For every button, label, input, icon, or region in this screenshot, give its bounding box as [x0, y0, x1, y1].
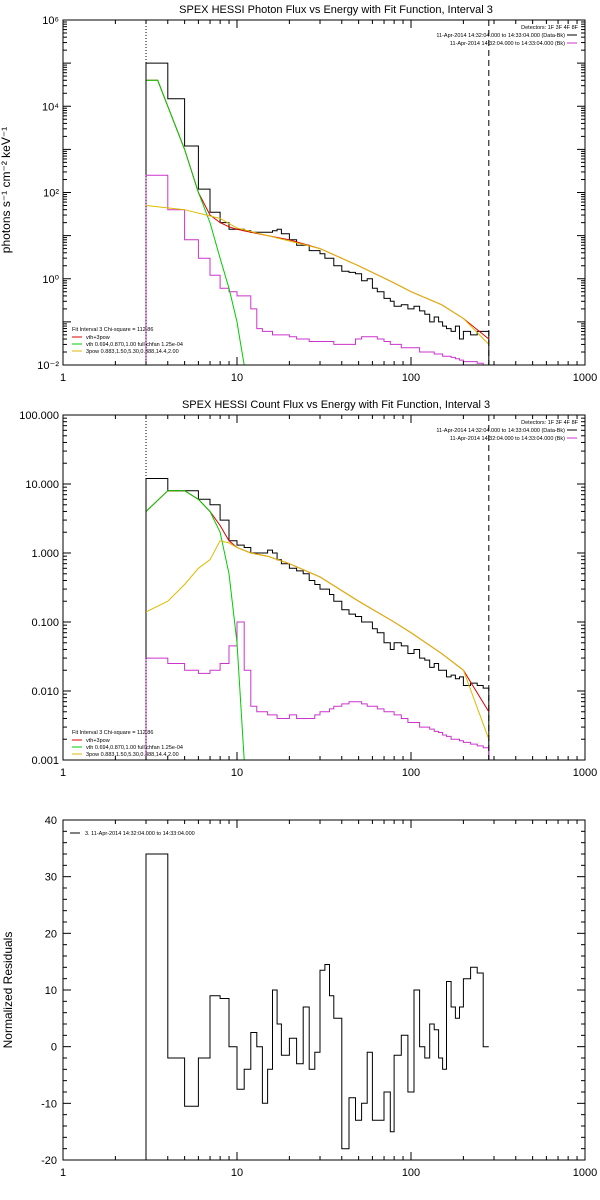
photon-y-tick-label: 10⁴ — [42, 101, 59, 113]
count-x-tick-label: 1000 — [573, 767, 597, 779]
count-legend-bk: 11-Apr-2014 14:32:04.000 to 14:33:04.000… — [450, 436, 565, 442]
count-x-tick-label: 1 — [60, 767, 66, 779]
residuals-y-axis-label: Normalized Residuals — [1, 932, 15, 1049]
count-legend-top: Detectors: 1F 3F 4F 8F 11-Apr-2014 14:32… — [436, 420, 578, 442]
residuals-y-tick-label: 10 — [45, 985, 57, 997]
residuals-series-3-11-apr-2014-14-32-04-000-to-14-33-04-000 — [145, 853, 489, 1160]
photon-series-3pow — [145, 205, 490, 345]
residuals-x-tick-label: 1 — [60, 1167, 66, 1179]
count-legend-vth3pow: vth+3pow — [86, 738, 110, 744]
count-series-vth — [145, 490, 245, 760]
photon-y-tick-label: 10⁶ — [42, 15, 59, 27]
photon-y-tick-label: 10² — [43, 188, 59, 200]
count-series-vth-3pow — [145, 490, 490, 713]
count-legend-fit-interval: Fit Interval 3 Chi-square = 112.86 — [72, 730, 153, 736]
photon-x-tick-label: 10 — [231, 372, 243, 384]
photon-plot-frame — [62, 19, 586, 366]
count-flux-panel: SPEX HESSI Count Flux vs Energy with Fit… — [19, 399, 597, 779]
photon-series-data-bk — [145, 62, 490, 365]
count-legend-bottom: Fit Interval 3 Chi-square = 112.86 vth+3… — [72, 730, 183, 758]
residuals-y-tick-label: -20 — [41, 1155, 57, 1167]
residuals-x-tick-label: 10 — [231, 1167, 243, 1179]
photon-y-tick-label: 10⁻² — [37, 360, 59, 372]
photon-series-vth-3pow — [146, 79, 490, 340]
count-y-tick-label: 1.000 — [31, 548, 59, 560]
residuals-x-tick-label: 100 — [402, 1167, 420, 1179]
residuals-y-tick-label: 40 — [45, 815, 57, 827]
count-series-data-bk — [145, 478, 490, 760]
photon-legend-detectors: Detectors: 1F 3F 4F 8F — [521, 25, 578, 31]
residuals-y-tick-label: -10 — [41, 1098, 57, 1110]
photon-legend-3pow: 3pow 0.883,1.50,5.30,0.388,14.4,2.00 — [86, 349, 179, 355]
residuals-legend: 3. 11-Apr-2014 14:32:04.000 to 14:33:04.… — [70, 831, 195, 837]
count-series-group — [145, 478, 490, 760]
photon-legend-vth: vth 0.694,0.870,1.00 full chfan 1.25e-04 — [86, 342, 183, 348]
photon-legend-fit-interval: Fit Interval 3 Chi-square = 112.86 — [72, 327, 153, 333]
residuals-legend-label: 3. 11-Apr-2014 14:32:04.000 to 14:33:04.… — [85, 831, 195, 837]
count-legend-detectors: Detectors: 1F 3F 4F 8F — [521, 420, 578, 426]
count-y-tick-label: 10.000 — [25, 479, 59, 491]
photon-legend-bk: 11-Apr-2014 14:32:04.000 to 14:33:04.000… — [450, 41, 565, 47]
count-plot-frame — [62, 414, 586, 761]
photon-flux-panel: SPEX HESSI Photon Flux vs Energy with Fi… — [0, 4, 597, 384]
photon-x-tick-label: 100 — [402, 372, 420, 384]
count-series-bk — [145, 621, 490, 760]
photon-x-tick-label: 1 — [60, 372, 66, 384]
count-y-tick-label: 0.010 — [31, 686, 59, 698]
count-legend-3pow: 3pow 0.883,1.50,5.30,0.388,14.4,2.00 — [86, 752, 179, 758]
count-series-3pow — [145, 540, 490, 740]
photon-series-bk — [145, 174, 489, 365]
photon-series-vth — [146, 79, 245, 365]
photon-legend-top: Detectors: 1F 3F 4F 8F 11-Apr-2014 14:32… — [436, 25, 578, 47]
photon-series-group — [145, 62, 490, 365]
residuals-plot-frame — [62, 819, 586, 1161]
count-x-tick-label: 10 — [231, 767, 243, 779]
residuals-y-tick-label: 0 — [51, 1042, 57, 1054]
residuals-y-tick-label: 20 — [45, 928, 57, 940]
photon-y-tick-label: 10⁰ — [42, 274, 59, 286]
residuals-series-group — [145, 853, 489, 1160]
photon-chart-title: SPEX HESSI Photon Flux vs Energy with Fi… — [179, 4, 493, 16]
count-legend-vth: vth 0.694,0.870,1.00 full chfan 1.25e-04 — [86, 745, 183, 751]
count-y-tick-label: 0.001 — [31, 755, 59, 767]
residuals-y-tick-label: 30 — [45, 872, 57, 884]
count-x-tick-label: 100 — [402, 767, 420, 779]
photon-legend-data-bk: 11-Apr-2014 14:32:04.000 to 14:33:04.000… — [436, 33, 565, 39]
residuals-panel: Normalized Residuals 3. 11-Apr-2014 14:3… — [1, 815, 597, 1179]
count-y-tick-label: 0.100 — [31, 617, 59, 629]
photon-x-tick-label: 1000 — [573, 372, 597, 384]
count-y-tick-label: 100.000 — [19, 410, 59, 422]
photon-y-axis-label: photons s⁻¹ cm⁻² keV⁻¹ — [0, 127, 13, 253]
photon-legend-vth3pow: vth+3pow — [86, 335, 110, 341]
count-chart-title: SPEX HESSI Count Flux vs Energy with Fit… — [182, 399, 490, 411]
photon-legend-bottom: Fit Interval 3 Chi-square = 112.86 vth+3… — [72, 327, 183, 355]
residuals-x-tick-label: 1000 — [573, 1167, 597, 1179]
count-legend-data-bk: 11-Apr-2014 14:32:04.000 to 14:33:04.000… — [436, 428, 565, 434]
